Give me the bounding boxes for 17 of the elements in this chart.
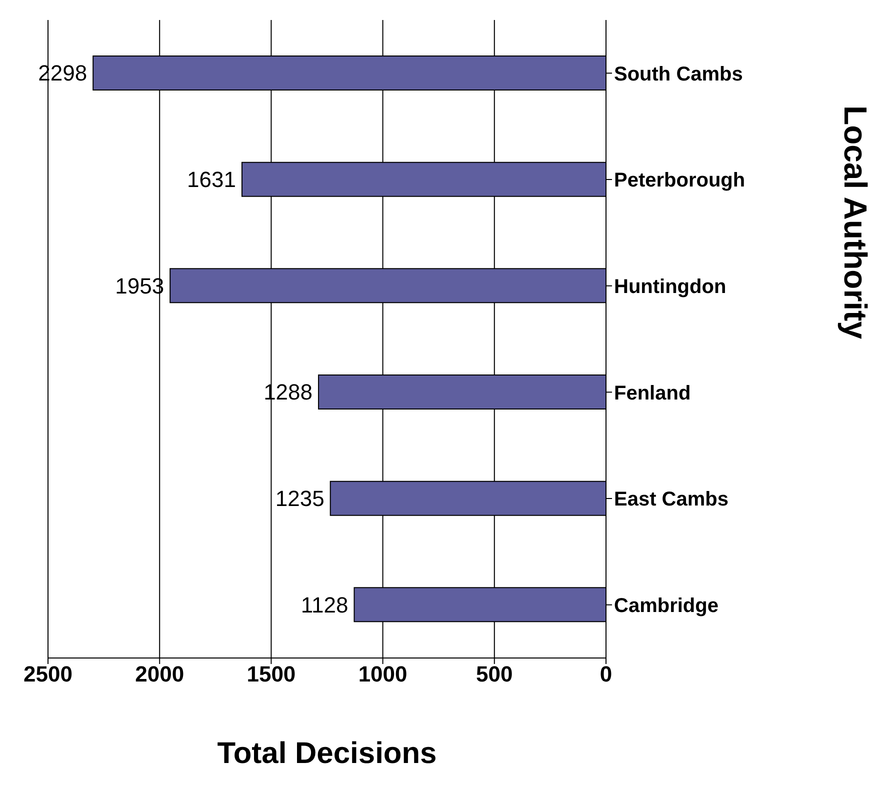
y-tick-label: Cambridge (614, 594, 718, 617)
x-tick-label: 1500 (246, 662, 296, 687)
x-tick-label: 500 (476, 662, 513, 687)
y-tick-label: Peterborough (614, 170, 746, 192)
y-axis-title: Local Authority (838, 106, 874, 340)
x-tick-label: 2000 (135, 662, 184, 687)
x-tick-label: 1000 (358, 662, 408, 687)
x-tick-label: 0 (600, 662, 612, 687)
x-tick-label: 2500 (24, 662, 72, 687)
y-tick-label: East Cambs (614, 488, 728, 511)
x-axis-title: Total Decisions (217, 737, 437, 770)
data-label: 1235 (275, 486, 324, 512)
data-label: 1631 (187, 167, 236, 192)
data-label: 1128 (300, 592, 348, 618)
y-tick-label: South Cambs (614, 63, 743, 86)
y-tick-label: Huntingdon (614, 276, 726, 298)
y-tick-label: Fenland (614, 382, 691, 404)
